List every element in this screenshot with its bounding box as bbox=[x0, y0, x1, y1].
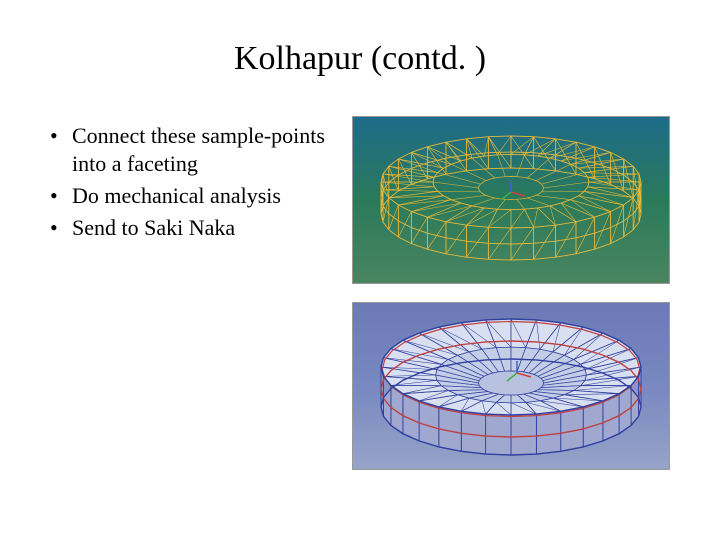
solid-svg bbox=[361, 302, 661, 470]
slide-title: Kolhapur (contd. ) bbox=[50, 40, 670, 78]
bullet-item: Send to Saki Naka bbox=[50, 214, 344, 242]
bullet-item: Connect these sample-points into a facet… bbox=[50, 122, 344, 178]
wireframe-svg bbox=[361, 120, 661, 280]
bullet-list: Connect these sample-points into a facet… bbox=[50, 122, 344, 243]
slide-container: Kolhapur (contd. ) Connect these sample-… bbox=[0, 0, 720, 540]
content-row: Connect these sample-points into a facet… bbox=[50, 116, 670, 510]
bullet-item: Do mechanical analysis bbox=[50, 182, 344, 210]
wireframe-mesh-figure bbox=[352, 116, 670, 284]
axis-gizmo bbox=[501, 180, 525, 200]
text-column: Connect these sample-points into a facet… bbox=[50, 116, 344, 510]
solid-mesh-figure bbox=[352, 302, 670, 470]
image-column bbox=[352, 116, 670, 510]
